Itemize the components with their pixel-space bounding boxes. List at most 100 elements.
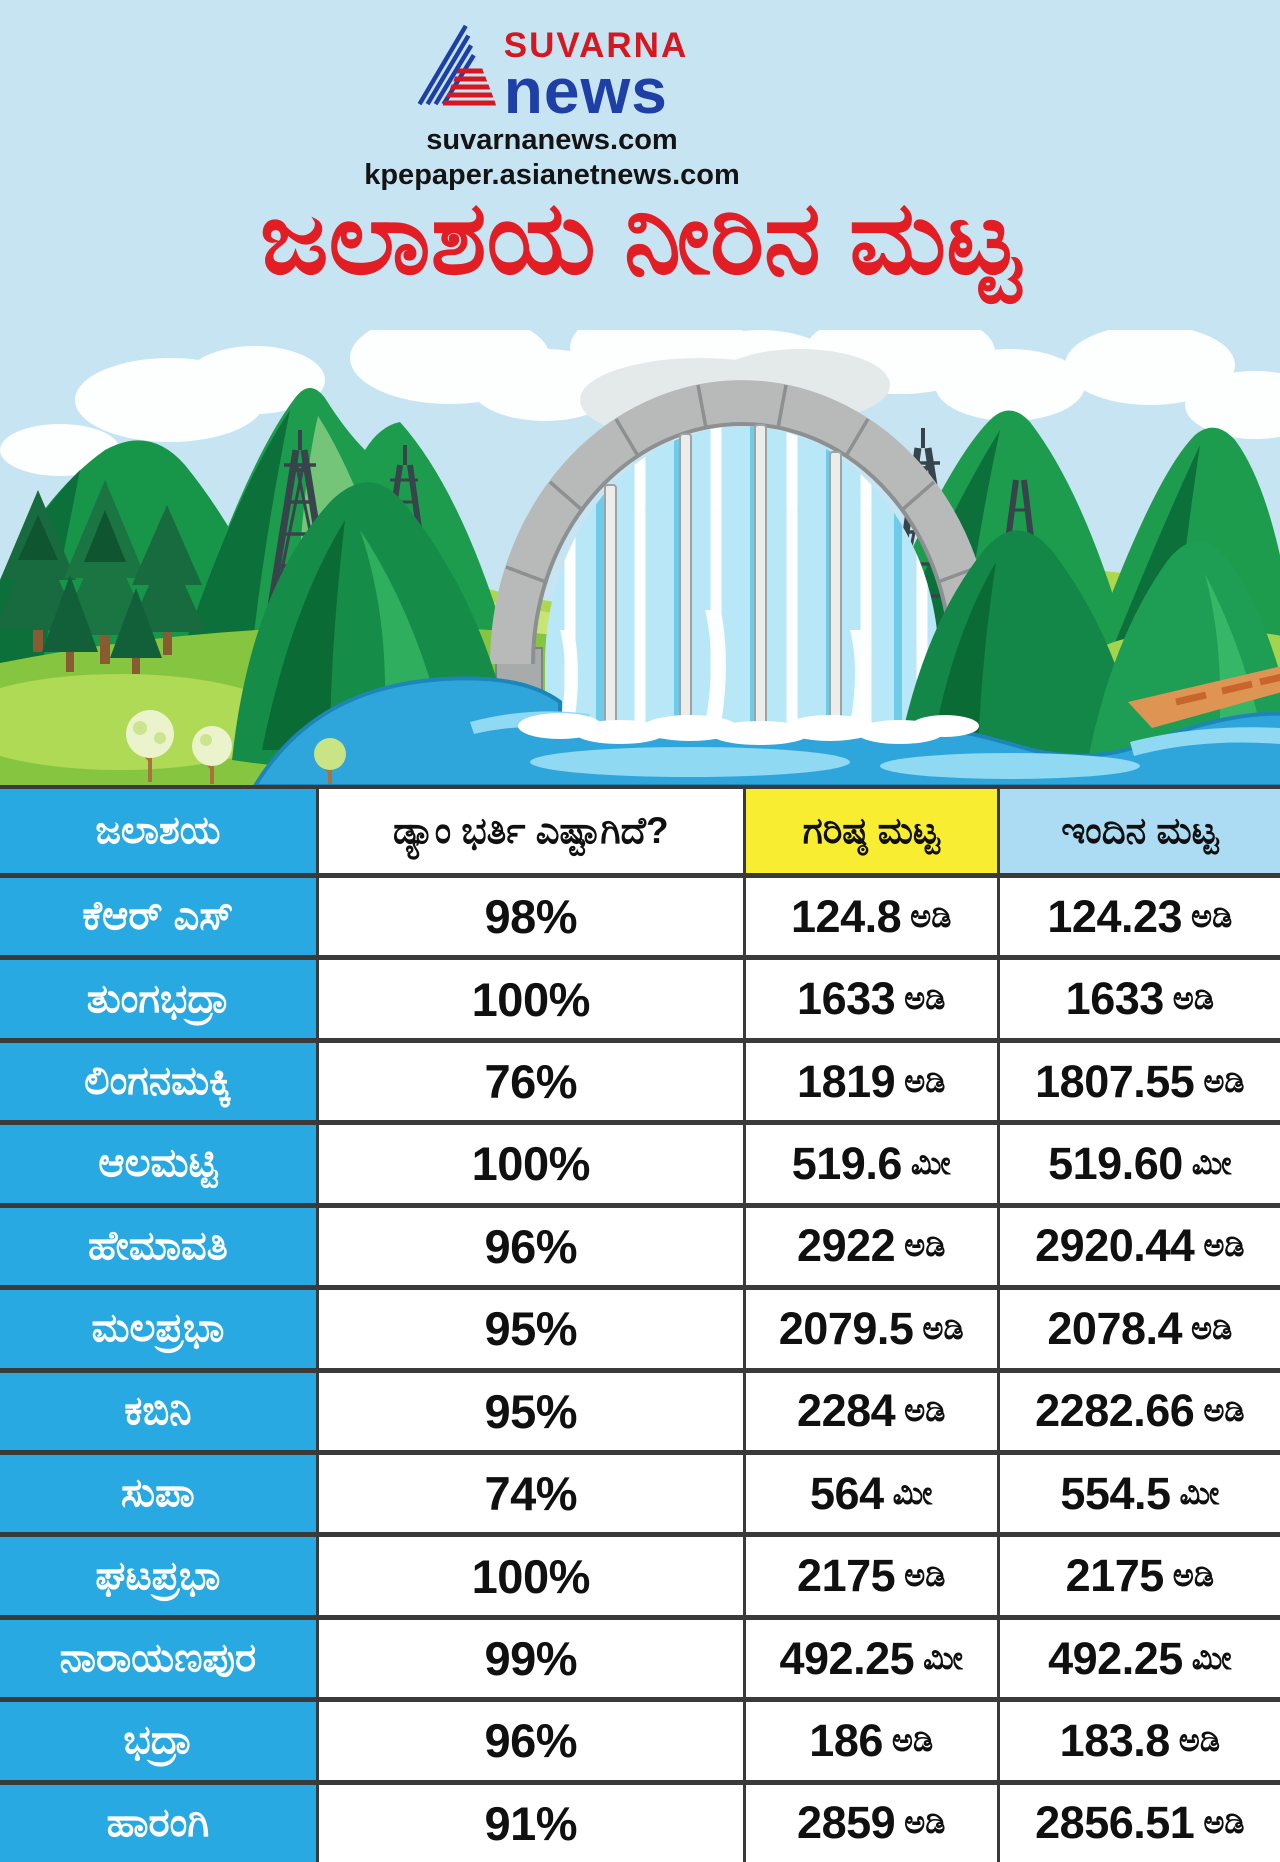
brand-wordmark: SUVARNA news (503, 22, 688, 127)
value-unit: ಅಡಿ (1191, 897, 1233, 934)
table-row: ಮಲಪ್ರಭಾ 95% 2079.5 ಅಡಿ 2078.4 ಅಡಿ (0, 1285, 1280, 1368)
value-unit: ಅಡಿ (904, 1804, 946, 1841)
value-number: 519.6 (791, 1137, 903, 1189)
table-body: ಕೆಆರ್ ಎಸ್ 98% 124.8 ಅಡಿ 124.23 ಅಡಿ ತುಂಗಭದ್ರಾ 10… (0, 873, 1280, 1862)
page-title: ಜಲಾಶಯ ನೀರಿನ ಮಟ್ಟ (259, 181, 1021, 295)
value-unit: ಅಡಿ (1203, 1392, 1245, 1429)
value-number: 1633 (1065, 973, 1165, 1025)
value-number: 2920.44 (1035, 1220, 1195, 1272)
pine-trees (0, 480, 206, 674)
value-unit: ಮೀ (923, 1639, 963, 1676)
fill-percent-cell: 96% (318, 1207, 746, 1286)
header-today-level: ಇಂದಿನ ಮಟ್ಟ (999, 789, 1280, 873)
pine-tree-icon (128, 505, 206, 655)
value-number: 100% (471, 972, 591, 1026)
reservoir-name-cell: ಕಬಿನಿ (0, 1372, 319, 1450)
value-unit: ಅಡಿ (1172, 980, 1215, 1017)
value-number: 1819 (797, 1055, 896, 1107)
value-number: 519.60 (1048, 1137, 1183, 1189)
value-number: 99% (484, 1632, 578, 1685)
suvarna-news-logo-icon (416, 22, 496, 108)
today-level-cell: 183.8 ಅಡಿ (999, 1702, 1280, 1780)
today-level-cell: 2078.4 ಅಡಿ (999, 1290, 1280, 1368)
value-unit: ಅಡಿ (904, 1392, 946, 1429)
value-number: 100% (471, 1137, 591, 1191)
value-unit: ಮೀ (1191, 1639, 1232, 1676)
value-unit: ಮೀ (1191, 1144, 1232, 1181)
brand-url-primary: suvarnanews.com (426, 124, 678, 157)
brand-url-secondary: kpepaper.asianetnews.com (364, 159, 740, 192)
fill-percent-cell: 100% (318, 1125, 746, 1203)
small-tree-icon (126, 710, 174, 782)
value-number: 492.25 (1048, 1632, 1183, 1684)
max-level-cell: 124.8 ಅಡಿ (745, 878, 1000, 956)
value-number: 95% (484, 1302, 578, 1356)
today-level-cell: 554.5 ಮೀ (999, 1454, 1280, 1533)
value-number: 2922 (797, 1220, 896, 1272)
lake (253, 676, 1280, 785)
max-level-cell: 1633 ಅಡಿ (745, 960, 1000, 1038)
value-unit: ಅಡಿ (1203, 1227, 1245, 1264)
value-number: 91% (484, 1796, 578, 1850)
waterfall-foam (518, 713, 979, 745)
value-number: 76% (484, 1055, 578, 1109)
fill-percent-cell: 99% (318, 1619, 746, 1698)
header-fill-percent: ಡ್ಯಾಂ ಭರ್ತಿ ಎಷ್ಟಾಗಿದೆ? (318, 789, 746, 873)
pine-tree-icon (110, 588, 162, 674)
value-unit: ಅಡಿ (1178, 1721, 1221, 1758)
small-tree-icon (192, 726, 232, 784)
today-level-cell: 519.60 ಮೀ (999, 1125, 1280, 1203)
value-number: 124.23 (1047, 890, 1183, 942)
table-row: ತುಂಗಭದ್ರಾ 100% 1633 ಅಡಿ 1633 ಅಡಿ (0, 955, 1280, 1038)
value-number: 492.25 (779, 1632, 915, 1684)
reservoir-name-cell: ಮಲಪ್ರಭಾ (0, 1290, 319, 1368)
value-number: 2856.51 (1035, 1797, 1195, 1849)
table-row: ಹಾರಂಗಿ 91% 2859 ಅಡಿ 2856.51 ಅಡಿ (0, 1779, 1280, 1862)
dam-arch (490, 380, 994, 665)
today-level-cell: 2175 ಅಡಿ (999, 1537, 1280, 1615)
value-unit: ಅಡಿ (1203, 1804, 1245, 1841)
table-row: ಲಿಂಗನಮಕ್ಕಿ 76% 1819 ಅಡಿ 1807.55 ಅಡಿ (0, 1037, 1280, 1121)
fill-percent-cell: 100% (318, 960, 746, 1038)
value-unit: ಅಡಿ (904, 1227, 946, 1264)
value-number: 2078.4 (1047, 1302, 1183, 1354)
reservoir-name-cell: ಘಟಪ್ರಭಾ (0, 1537, 319, 1615)
lake-highlights (470, 711, 1280, 779)
table-row: ಘಟಪ್ರಭಾ 100% 2175 ಅಡಿ 2175 ಅಡಿ (0, 1532, 1280, 1615)
value-number: 2284 (797, 1385, 896, 1437)
table-row: ಕೆಆರ್ ಎಸ್ 98% 124.8 ಅಡಿ 124.23 ಅಡಿ (0, 873, 1280, 956)
header-max-level: ಗರಿಷ್ಠ ಮಟ್ಟ (745, 789, 1000, 873)
brand-logo: SUVARNA news (364, 22, 740, 127)
value-number: 564 (810, 1467, 884, 1519)
pine-tree-icon (42, 575, 98, 672)
table-header-row: ಜಲಾಶಯ ಡ್ಯಾಂ ಭರ್ತಿ ಎಷ್ಟಾಗಿದೆ? ಗರಿಷ್ಠ ಮಟ್ಟ… (0, 785, 1280, 873)
max-level-cell: 2284 ಅಡಿ (745, 1372, 1000, 1450)
value-number: 183.8 (1059, 1714, 1171, 1766)
masthead-inner: SUVARNA news suvarnanews.com kpepaper.as… (364, 22, 740, 193)
value-number: 100% (471, 1549, 591, 1603)
value-unit: ಅಡಿ (904, 1557, 946, 1594)
max-level-cell: 2079.5 ಅಡಿ (745, 1290, 1000, 1368)
reservoir-name-cell: ಸುಪಾ (0, 1454, 319, 1533)
today-level-cell: 2856.51 ಅಡಿ (999, 1784, 1280, 1862)
max-level-cell: 1819 ಅಡಿ (745, 1042, 1000, 1121)
today-level-cell: 1633 ಅಡಿ (999, 960, 1280, 1038)
value-unit: ಅಡಿ (891, 1721, 934, 1758)
max-level-cell: 519.6 ಮೀ (745, 1125, 1000, 1203)
path-trail (1128, 666, 1280, 728)
reservoir-name-cell: ಲಿಂಗನಮಕ್ಕಿ (0, 1042, 319, 1121)
brand-name-bottom: news (503, 55, 668, 127)
max-level-cell: 2922 ಅಡಿ (745, 1207, 1000, 1286)
value-number: 1633 (797, 973, 896, 1025)
fill-percent-cell: 95% (318, 1372, 746, 1450)
today-level-cell: 2282.66 ಅಡಿ (999, 1372, 1280, 1450)
table-row: ಭದ್ರಾ 96% 186 ಅಡಿ 183.8 ಅಡಿ (0, 1697, 1280, 1780)
small-tree-icon (314, 738, 346, 784)
masthead: SUVARNA news suvarnanews.com kpepaper.as… (0, 22, 1280, 193)
value-number: 2079.5 (778, 1302, 914, 1354)
value-unit: ಮೀ (910, 1144, 951, 1181)
reservoir-name-cell: ನಾರಾಯಣಪುರ (0, 1619, 319, 1698)
today-level-cell: 124.23 ಅಡಿ (999, 878, 1280, 956)
max-level-cell: 2175 ಅಡಿ (745, 1537, 1000, 1615)
value-number: 96% (484, 1714, 578, 1768)
